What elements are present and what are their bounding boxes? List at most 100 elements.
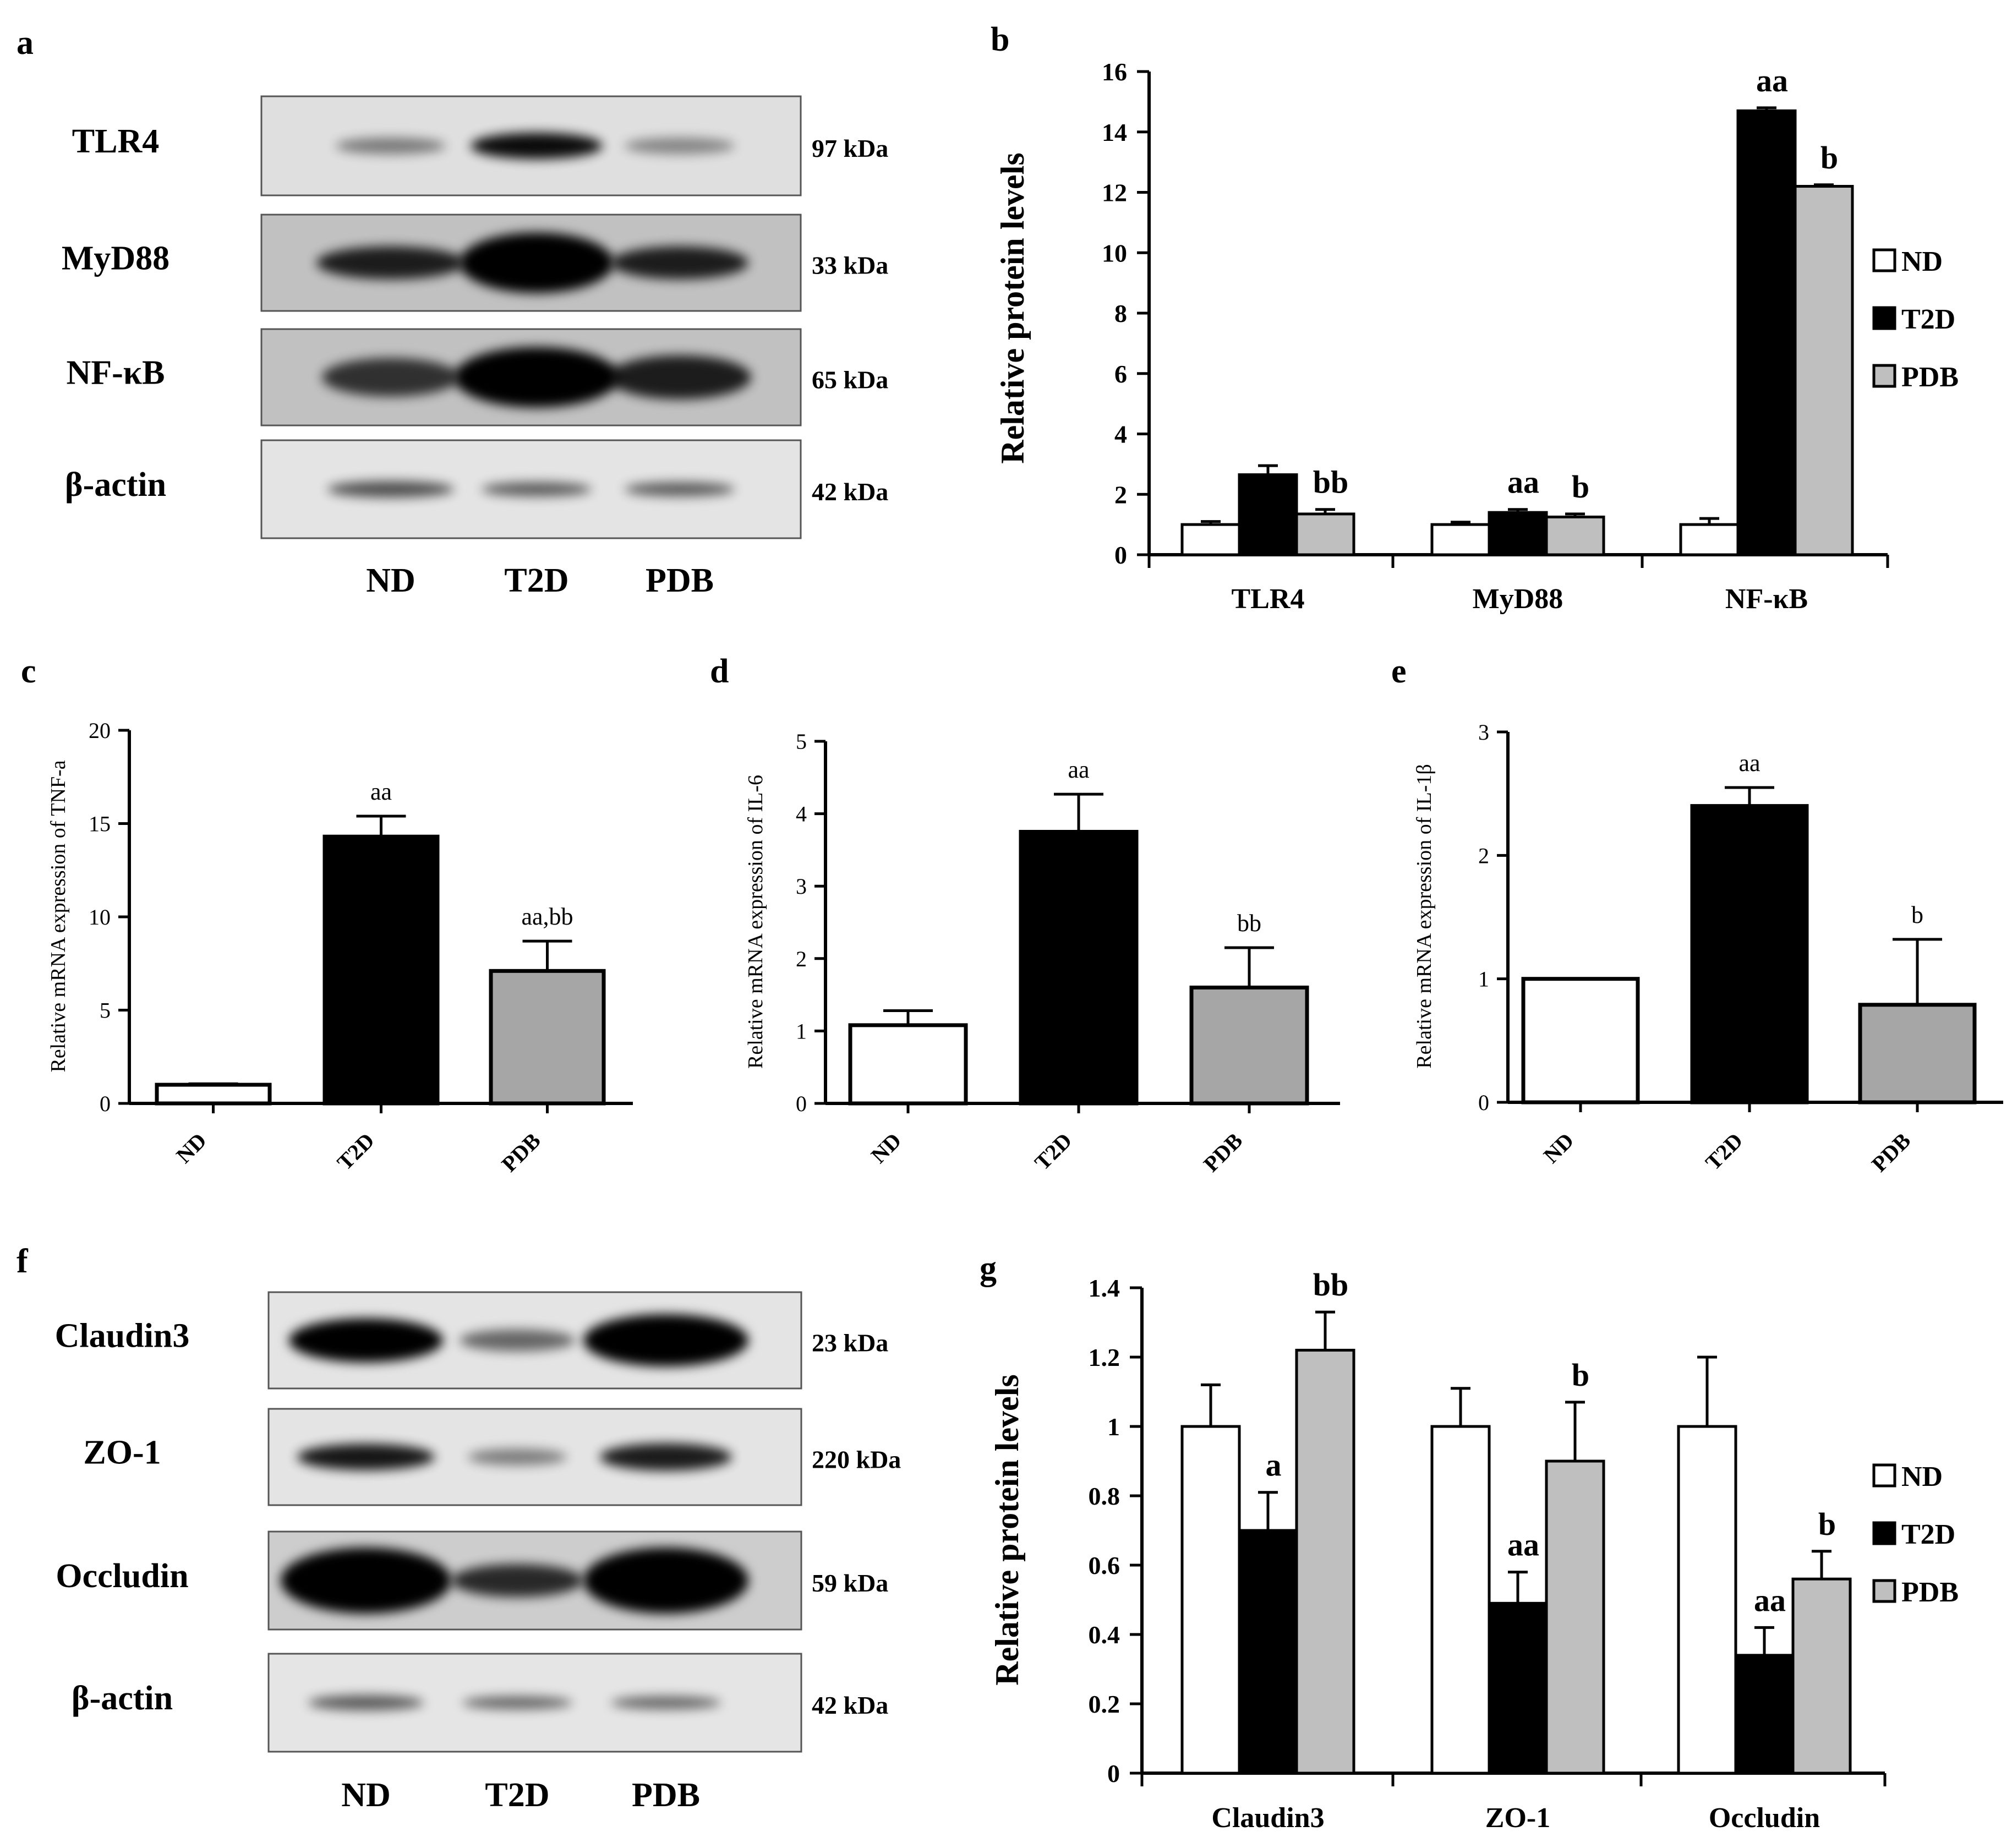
- bar-pdb: [1189, 985, 1309, 1106]
- significance-label: b: [1818, 1506, 1836, 1542]
- chart-g: g Relative protein levels 0 0.2 0.4 0.6 0.8 1 1.…: [980, 1250, 1959, 1834]
- y-tick-label: 5: [796, 729, 807, 754]
- category-label-pdb: PDB: [496, 1128, 545, 1177]
- y-tick-label: 3: [1478, 720, 1489, 745]
- western-blot-a: a TLR4 97 kDa MyD88 33 kDa NF-κB 65 kDa β-actin…: [17, 24, 888, 599]
- bar-nd: [155, 1082, 272, 1106]
- significance-label: aa: [1756, 63, 1788, 99]
- lane-label-nd: ND: [366, 562, 415, 599]
- bar-t2d: [1690, 804, 1809, 1105]
- category-label-occludin: Occludin: [1709, 1802, 1820, 1834]
- protein-band: [608, 355, 751, 400]
- bar-pdb-tlr4: [1295, 512, 1355, 556]
- bar-pdb: [1858, 1003, 1977, 1105]
- legend-label-t2d: T2D: [1901, 1519, 1955, 1550]
- legend-swatch-t2d: [1872, 1521, 1896, 1545]
- bar-t2d-tlr4: [1238, 473, 1298, 556]
- significance-label: aa: [1068, 756, 1089, 783]
- protein-label-actin: β-actin: [72, 1680, 173, 1717]
- bar-pdb-occludin: [1791, 1577, 1852, 1775]
- chart-e: e Relative mRNA expression of IL-1β 0 1 2 3 ND…: [1391, 653, 2003, 1177]
- category-label-nd: ND: [171, 1128, 211, 1168]
- category-label-pdb: PDB: [1867, 1128, 1915, 1177]
- y-tick-label: 1: [1478, 967, 1489, 992]
- protein-band: [297, 1444, 435, 1470]
- protein-band: [454, 347, 619, 408]
- molecular-weight-label: 42 kDa: [812, 478, 888, 506]
- panel-letter: c: [21, 653, 36, 690]
- y-tick-label: 6: [1114, 360, 1127, 388]
- protein-band: [460, 232, 614, 293]
- bar-pdb-zo-1: [1545, 1459, 1605, 1775]
- protein-band: [451, 1564, 583, 1597]
- protein-band: [462, 1696, 572, 1709]
- category-label-t2d: T2D: [1701, 1128, 1747, 1175]
- protein-band: [471, 133, 603, 159]
- legend-label-nd: ND: [1901, 246, 1943, 277]
- significance-label: b: [1572, 1357, 1589, 1393]
- legend-label-nd: ND: [1901, 1461, 1943, 1492]
- protein-label-myd88: MyD88: [62, 240, 170, 277]
- y-axis-title: Relative mRNA expression of TNF-a: [47, 760, 70, 1072]
- lane-label-pdb: PDB: [632, 1776, 700, 1814]
- y-tick-label: 0.2: [1089, 1690, 1120, 1718]
- y-tick-label: 0: [1114, 541, 1127, 569]
- protein-band: [625, 138, 735, 154]
- y-tick-label: 0.6: [1089, 1551, 1120, 1579]
- molecular-weight-label: 23 kDa: [812, 1329, 888, 1357]
- bar-t2d-nf-b: [1736, 109, 1797, 556]
- protein-band: [308, 1695, 424, 1710]
- y-tick-label: 1.2: [1089, 1343, 1120, 1371]
- bar-pdb-nf-b: [1794, 185, 1854, 556]
- y-tick-label: 0.4: [1089, 1621, 1120, 1649]
- y-axis-title: Relative protein levels: [989, 1374, 1025, 1685]
- significance-label: b: [1572, 469, 1589, 505]
- y-tick-label: 14: [1102, 118, 1127, 146]
- protein-band: [289, 1318, 443, 1363]
- category-label-tlr4: TLR4: [1232, 583, 1305, 615]
- panel-letter: b: [991, 21, 1009, 58]
- protein-label-claudin3: Claudin3: [55, 1317, 190, 1355]
- chart-d: d Relative mRNA expression of IL-6 0 1 2 3 4 5 N…: [710, 653, 1340, 1177]
- y-tick-label: 0: [796, 1091, 807, 1116]
- significance-label: aa: [1754, 1582, 1786, 1618]
- y-tick-label: 0: [100, 1091, 111, 1116]
- y-tick-label: 2: [1478, 843, 1489, 868]
- y-tick-label: 0.8: [1089, 1482, 1120, 1510]
- y-tick-label: 15: [89, 812, 111, 836]
- bar-t2d: [1019, 830, 1139, 1106]
- legend-swatch-t2d: [1872, 306, 1896, 330]
- bar-nd: [848, 1023, 968, 1106]
- protein-band: [316, 246, 465, 280]
- y-tick-label: 20: [89, 718, 111, 743]
- lane-label-t2d: T2D: [485, 1776, 549, 1814]
- significance-label: aa: [1507, 1527, 1539, 1563]
- bar-nd-zo-1: [1430, 1425, 1491, 1775]
- category-label-nf-b: NF-κB: [1725, 583, 1808, 615]
- y-tick-label: 16: [1102, 58, 1127, 86]
- category-label-myd88: MyD88: [1473, 583, 1563, 615]
- protein-band: [600, 1443, 732, 1471]
- y-axis-title: Relative mRNA expression of IL-6: [744, 775, 767, 1069]
- molecular-weight-label: 59 kDa: [812, 1569, 888, 1597]
- bar-pdb-claudin3: [1295, 1348, 1355, 1775]
- molecular-weight-label: 42 kDa: [812, 1691, 888, 1719]
- panel-letter: f: [17, 1243, 29, 1280]
- bar-t2d: [322, 834, 440, 1106]
- bar-pdb: [489, 969, 606, 1106]
- category-label-nd: ND: [866, 1128, 906, 1168]
- bar-nd-occludin: [1677, 1425, 1737, 1775]
- y-tick-label: 10: [89, 905, 111, 930]
- y-tick-label: 10: [1102, 239, 1127, 267]
- legend-label-pdb: PDB: [1901, 362, 1959, 393]
- chart-c: c Relative mRNA expression of TNF-a 0 5 10 15…: [21, 653, 633, 1177]
- molecular-weight-label: 33 kDa: [812, 251, 888, 280]
- y-tick-label: 1.4: [1089, 1274, 1120, 1302]
- y-tick-label: 3: [796, 874, 807, 899]
- y-tick-label: 12: [1102, 179, 1127, 207]
- molecular-weight-label: 65 kDa: [812, 366, 888, 394]
- protein-band: [336, 138, 446, 154]
- bar-pdb-myd88: [1545, 515, 1605, 556]
- panel-letter: d: [710, 653, 729, 690]
- panel-letter: e: [1391, 653, 1407, 690]
